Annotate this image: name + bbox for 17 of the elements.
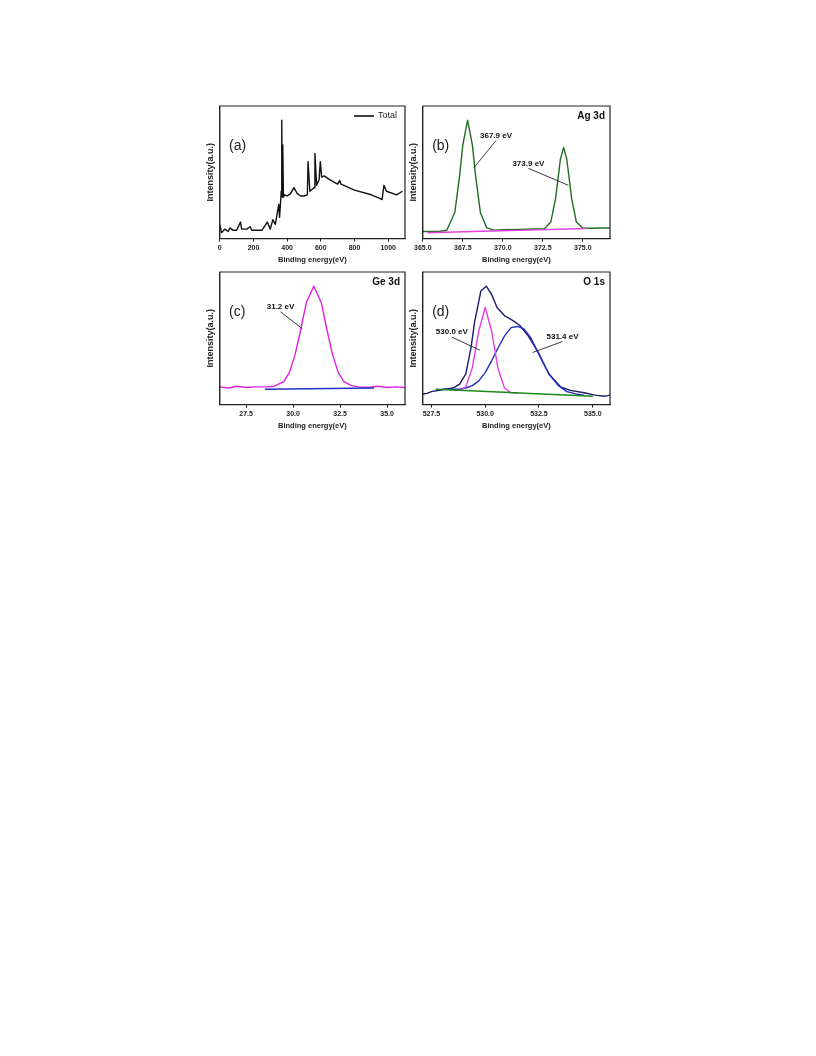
- annotation: O 1s: [583, 275, 606, 287]
- annotation: (c): [229, 302, 246, 319]
- y-axis-title: Intensity(a.u.): [407, 143, 418, 202]
- legend-label: Total: [377, 110, 397, 121]
- annotation: (b): [432, 136, 450, 153]
- annotation: 31.2 eV: [266, 302, 295, 312]
- y-axis-title: Intensity(a.u.): [204, 143, 215, 202]
- annotation: 531.4 eV: [546, 331, 580, 341]
- annotation: 373.9 eV: [512, 158, 546, 168]
- annotation: Ge 3d: [372, 275, 400, 287]
- annotation: 530.0 eV: [435, 327, 469, 337]
- y-axis-title: Intensity(a.u.): [407, 309, 418, 368]
- annotation: 367.9 eV: [479, 130, 513, 140]
- y-axis-title: Intensity(a.u.): [204, 309, 215, 368]
- annotation: Ag 3d: [577, 109, 605, 121]
- annotation: (d): [432, 302, 450, 319]
- annotation: (a): [229, 136, 247, 153]
